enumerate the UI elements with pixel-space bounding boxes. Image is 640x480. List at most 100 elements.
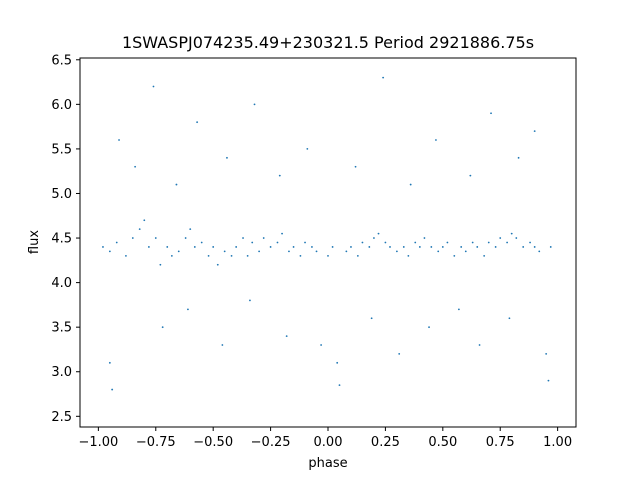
data-point [249, 299, 251, 302]
data-point [517, 156, 520, 159]
y-tick-label: 5.5 [51, 142, 72, 157]
data-point [407, 254, 410, 257]
x-tick-label: −0.25 [251, 435, 291, 450]
x-tick-label: 0.25 [371, 435, 400, 450]
data-point [327, 254, 329, 257]
data-point [131, 237, 134, 239]
data-point [223, 250, 226, 253]
data-point [189, 228, 192, 231]
data-point [373, 237, 375, 239]
data-point [269, 246, 272, 248]
data-point [356, 254, 359, 257]
data-point [533, 246, 536, 248]
data-point [490, 112, 492, 115]
data-point [258, 250, 261, 253]
y-tick-label: 4.0 [51, 276, 72, 291]
data-point [118, 139, 120, 141]
data-point [253, 103, 256, 106]
y-tick-label: 4.5 [51, 232, 72, 247]
data-point [508, 317, 511, 320]
data-point [159, 263, 162, 266]
data-point [221, 344, 224, 346]
data-point [138, 228, 141, 231]
data-point [338, 384, 341, 387]
data-point [193, 246, 196, 248]
data-point [370, 317, 373, 320]
data-point [446, 241, 449, 244]
data-point [207, 254, 210, 257]
data-point [216, 263, 219, 266]
data-point [533, 130, 536, 132]
data-point [166, 246, 169, 248]
y-tick-label: 3.0 [51, 365, 72, 380]
data-point [453, 254, 456, 257]
x-tick-label: 0.00 [314, 435, 343, 450]
data-point [515, 237, 518, 239]
data-point [464, 250, 467, 253]
data-point [200, 241, 203, 244]
y-tick-label: 3.5 [51, 321, 72, 336]
data-point [170, 254, 173, 257]
data-point [292, 246, 295, 248]
data-point [506, 241, 509, 244]
y-axis-ticks: 2.5 3.0 3.5 4.0 4.5 5.0 5.5 6.0 6.5 [51, 53, 80, 425]
x-tick-label: 1.00 [543, 435, 572, 450]
data-point [471, 241, 474, 244]
data-point [276, 241, 279, 244]
chart-title: 1SWASPJ074235.49+230321.5 Period 2921886… [122, 33, 534, 52]
data-point [115, 241, 118, 244]
data-point [235, 246, 238, 248]
data-point [395, 250, 398, 253]
data-point [457, 308, 460, 311]
x-tick-label: 0.50 [428, 435, 457, 450]
y-tick-label: 6.0 [51, 98, 72, 113]
data-point [125, 254, 127, 257]
data-point [494, 246, 497, 248]
y-axis-label: flux [27, 230, 42, 254]
data-point [545, 353, 548, 355]
data-point [306, 148, 309, 150]
data-point [111, 388, 114, 391]
data-point [251, 241, 254, 244]
data-point [262, 237, 265, 239]
data-point [161, 326, 164, 329]
data-point [547, 379, 550, 382]
data-point [288, 250, 290, 253]
data-point [299, 254, 302, 257]
data-point [368, 246, 371, 248]
data-point [147, 246, 150, 248]
x-tick-label: 0.75 [486, 435, 515, 450]
data-point [152, 85, 155, 88]
data-point [402, 246, 405, 248]
data-point [331, 246, 334, 248]
y-tick-label: 2.5 [51, 410, 72, 425]
x-tick-label: −0.75 [136, 435, 176, 450]
data-point [389, 246, 391, 248]
data-point [184, 237, 187, 239]
data-point [510, 232, 513, 235]
data-point [212, 246, 215, 248]
data-point [154, 237, 157, 239]
data-point [304, 241, 306, 244]
data-point [345, 250, 348, 253]
data-point [315, 250, 318, 253]
data-point [478, 344, 481, 346]
data-point [409, 183, 412, 186]
data-point [437, 250, 440, 253]
data-point [177, 250, 180, 253]
data-point [108, 250, 111, 253]
data-point [102, 246, 104, 248]
x-axis-label: phase [308, 456, 347, 471]
data-point [175, 183, 178, 186]
data-point [377, 232, 380, 235]
scatter-points [102, 76, 552, 391]
data-point [281, 232, 283, 235]
data-point [430, 246, 433, 248]
data-point [418, 246, 421, 248]
y-tick-label: 6.5 [51, 53, 72, 68]
data-point [350, 246, 352, 248]
data-point [428, 326, 430, 329]
data-point [414, 241, 417, 244]
data-point [435, 139, 437, 141]
